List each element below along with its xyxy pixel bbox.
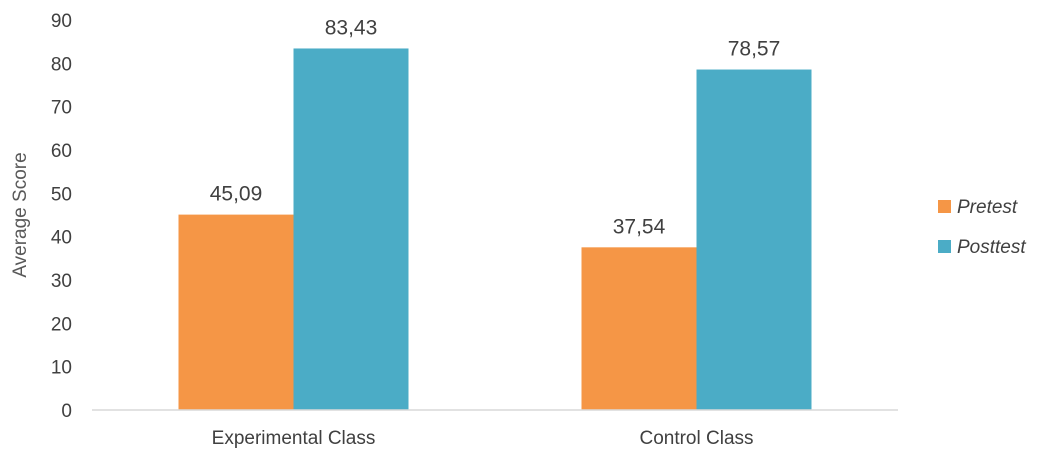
y-tick-label: 0	[61, 401, 72, 422]
bar-pretest-1	[581, 247, 697, 410]
y-tick-label: 80	[51, 54, 72, 75]
legend-label-posttest: Posttest	[957, 237, 1026, 258]
data-label-posttest-1: 78,57	[728, 38, 781, 61]
y-tick-label: 20	[51, 314, 72, 335]
data-label-pretest-0: 45,09	[210, 183, 263, 206]
y-tick-label: 30	[51, 271, 72, 292]
legend-swatch-pretest	[938, 200, 951, 213]
bars-group	[178, 48, 812, 410]
y-tick-label: 10	[51, 358, 72, 379]
data-label-pretest-1: 37,54	[613, 215, 666, 238]
y-tick-label: 90	[51, 11, 72, 32]
legend-swatch-posttest	[938, 240, 951, 253]
y-tick-label: 50	[51, 184, 72, 205]
y-axis-title: Average Score	[10, 152, 31, 277]
bar-posttest-1	[696, 69, 812, 410]
legend: Pretest Posttest	[938, 197, 1026, 258]
y-tick-label: 60	[51, 141, 72, 162]
category-label: Control Class	[639, 428, 753, 449]
y-axis-ticks: 0 10 20 30 40 50 60 70 80 90	[51, 11, 72, 422]
y-tick-label: 70	[51, 98, 72, 119]
category-labels-group: Experimental Class Control Class	[212, 428, 754, 449]
data-label-posttest-0: 83,43	[325, 16, 378, 39]
bar-pretest-0	[178, 214, 294, 410]
category-label: Experimental Class	[212, 428, 376, 449]
legend-label-pretest: Pretest	[957, 197, 1018, 218]
bar-posttest-0	[293, 48, 409, 410]
data-labels-group: 45,09 83,43 37,54 78,57	[210, 16, 781, 238]
y-tick-label: 40	[51, 228, 72, 249]
